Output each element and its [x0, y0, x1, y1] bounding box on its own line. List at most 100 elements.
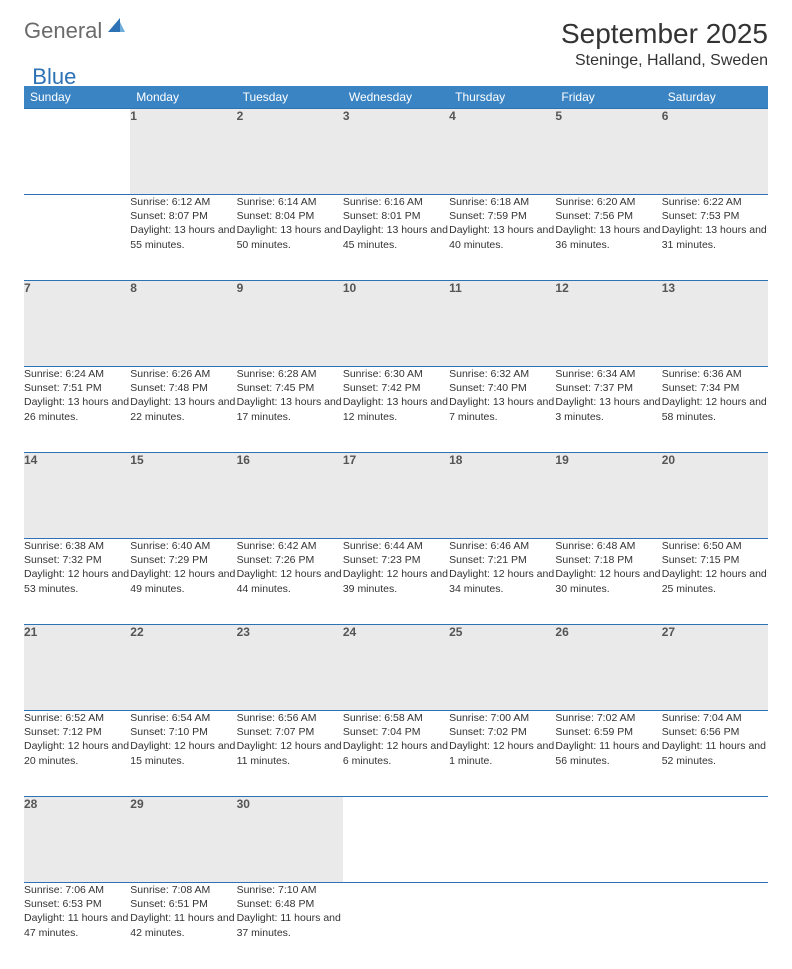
day-number: 8 [130, 281, 236, 367]
daylight-text: Daylight: 12 hours and 25 minutes. [662, 567, 768, 595]
daylight-text: Daylight: 12 hours and 6 minutes. [343, 739, 449, 767]
day-number [24, 109, 130, 195]
day-cell: Sunrise: 6:14 AMSunset: 8:04 PMDaylight:… [237, 195, 343, 281]
sunrise-text: Sunrise: 7:10 AM [237, 883, 343, 897]
day-number: 11 [449, 281, 555, 367]
sunrise-text: Sunrise: 6:16 AM [343, 195, 449, 209]
sunrise-text: Sunrise: 6:38 AM [24, 539, 130, 553]
sunset-text: Sunset: 7:21 PM [449, 553, 555, 567]
daylight-text: Daylight: 13 hours and 40 minutes. [449, 223, 555, 251]
daylight-text: Daylight: 13 hours and 22 minutes. [130, 395, 236, 423]
day-cell: Sunrise: 6:28 AMSunset: 7:45 PMDaylight:… [237, 367, 343, 453]
day-cell [555, 883, 661, 969]
logo-sail-icon [106, 16, 126, 41]
daylight-text: Daylight: 13 hours and 36 minutes. [555, 223, 661, 251]
sunrise-text: Sunrise: 6:32 AM [449, 367, 555, 381]
daylight-text: Daylight: 11 hours and 42 minutes. [130, 911, 236, 939]
daylight-text: Daylight: 11 hours and 37 minutes. [237, 911, 343, 939]
day-cell: Sunrise: 6:54 AMSunset: 7:10 PMDaylight:… [130, 711, 236, 797]
sunrise-text: Sunrise: 6:20 AM [555, 195, 661, 209]
day-cell: Sunrise: 6:20 AMSunset: 7:56 PMDaylight:… [555, 195, 661, 281]
sunrise-text: Sunrise: 6:56 AM [237, 711, 343, 725]
day-number: 12 [555, 281, 661, 367]
day-cell: Sunrise: 6:52 AMSunset: 7:12 PMDaylight:… [24, 711, 130, 797]
day-number: 14 [24, 453, 130, 539]
day-number: 27 [662, 625, 768, 711]
sunset-text: Sunset: 7:10 PM [130, 725, 236, 739]
day-number [343, 797, 449, 883]
day-number: 18 [449, 453, 555, 539]
day-number: 24 [343, 625, 449, 711]
sunrise-text: Sunrise: 6:18 AM [449, 195, 555, 209]
daylight-text: Daylight: 12 hours and 15 minutes. [130, 739, 236, 767]
details-row: Sunrise: 7:06 AMSunset: 6:53 PMDaylight:… [24, 883, 768, 969]
daylight-text: Daylight: 13 hours and 31 minutes. [662, 223, 768, 251]
sunset-text: Sunset: 6:48 PM [237, 897, 343, 911]
day-cell [449, 883, 555, 969]
sunrise-text: Sunrise: 6:22 AM [662, 195, 768, 209]
logo: General [24, 18, 128, 44]
daynum-row: 123456 [24, 109, 768, 195]
day-number: 9 [237, 281, 343, 367]
sunset-text: Sunset: 7:45 PM [237, 381, 343, 395]
day-number: 30 [237, 797, 343, 883]
day-number: 4 [449, 109, 555, 195]
daylight-text: Daylight: 12 hours and 53 minutes. [24, 567, 130, 595]
sunrise-text: Sunrise: 6:50 AM [662, 539, 768, 553]
sunset-text: Sunset: 7:26 PM [237, 553, 343, 567]
day-number [449, 797, 555, 883]
details-row: Sunrise: 6:52 AMSunset: 7:12 PMDaylight:… [24, 711, 768, 797]
day-cell: Sunrise: 6:24 AMSunset: 7:51 PMDaylight:… [24, 367, 130, 453]
day-cell: Sunrise: 7:02 AMSunset: 6:59 PMDaylight:… [555, 711, 661, 797]
daylight-text: Daylight: 11 hours and 52 minutes. [662, 739, 768, 767]
sunset-text: Sunset: 7:02 PM [449, 725, 555, 739]
day-number: 17 [343, 453, 449, 539]
logo-text-general: General [24, 18, 102, 44]
day-cell: Sunrise: 6:34 AMSunset: 7:37 PMDaylight:… [555, 367, 661, 453]
daylight-text: Daylight: 12 hours and 1 minute. [449, 739, 555, 767]
daylight-text: Daylight: 12 hours and 39 minutes. [343, 567, 449, 595]
daylight-text: Daylight: 13 hours and 26 minutes. [24, 395, 130, 423]
daynum-row: 14151617181920 [24, 453, 768, 539]
sunrise-text: Sunrise: 6:44 AM [343, 539, 449, 553]
daylight-text: Daylight: 13 hours and 55 minutes. [130, 223, 236, 251]
day-cell: Sunrise: 7:10 AMSunset: 6:48 PMDaylight:… [237, 883, 343, 969]
sunrise-text: Sunrise: 6:58 AM [343, 711, 449, 725]
day-cell: Sunrise: 6:18 AMSunset: 7:59 PMDaylight:… [449, 195, 555, 281]
sunset-text: Sunset: 7:32 PM [24, 553, 130, 567]
daylight-text: Daylight: 12 hours and 34 minutes. [449, 567, 555, 595]
day-cell: Sunrise: 6:30 AMSunset: 7:42 PMDaylight:… [343, 367, 449, 453]
day-number [555, 797, 661, 883]
sunrise-text: Sunrise: 6:36 AM [662, 367, 768, 381]
day-number: 13 [662, 281, 768, 367]
sunset-text: Sunset: 7:12 PM [24, 725, 130, 739]
sunrise-text: Sunrise: 6:24 AM [24, 367, 130, 381]
sunrise-text: Sunrise: 6:28 AM [237, 367, 343, 381]
sunrise-text: Sunrise: 6:40 AM [130, 539, 236, 553]
sunset-text: Sunset: 6:53 PM [24, 897, 130, 911]
daylight-text: Daylight: 12 hours and 11 minutes. [237, 739, 343, 767]
day-number: 29 [130, 797, 236, 883]
day-cell: Sunrise: 7:06 AMSunset: 6:53 PMDaylight:… [24, 883, 130, 969]
sunset-text: Sunset: 7:59 PM [449, 209, 555, 223]
day-cell: Sunrise: 6:26 AMSunset: 7:48 PMDaylight:… [130, 367, 236, 453]
day-number: 15 [130, 453, 236, 539]
calendar-table: Sunday Monday Tuesday Wednesday Thursday… [24, 86, 768, 969]
month-title: September 2025 [561, 18, 768, 50]
day-header: Tuesday [237, 86, 343, 109]
title-block: September 2025 Steninge, Halland, Sweden [561, 18, 768, 70]
day-number: 5 [555, 109, 661, 195]
daylight-text: Daylight: 13 hours and 7 minutes. [449, 395, 555, 423]
day-number: 7 [24, 281, 130, 367]
sunset-text: Sunset: 6:56 PM [662, 725, 768, 739]
day-number: 2 [237, 109, 343, 195]
sunset-text: Sunset: 6:59 PM [555, 725, 661, 739]
day-cell: Sunrise: 6:56 AMSunset: 7:07 PMDaylight:… [237, 711, 343, 797]
daylight-text: Daylight: 12 hours and 20 minutes. [24, 739, 130, 767]
sunset-text: Sunset: 7:53 PM [662, 209, 768, 223]
day-number [662, 797, 768, 883]
day-number: 26 [555, 625, 661, 711]
sunrise-text: Sunrise: 7:08 AM [130, 883, 236, 897]
sunset-text: Sunset: 8:01 PM [343, 209, 449, 223]
sunrise-text: Sunrise: 6:30 AM [343, 367, 449, 381]
